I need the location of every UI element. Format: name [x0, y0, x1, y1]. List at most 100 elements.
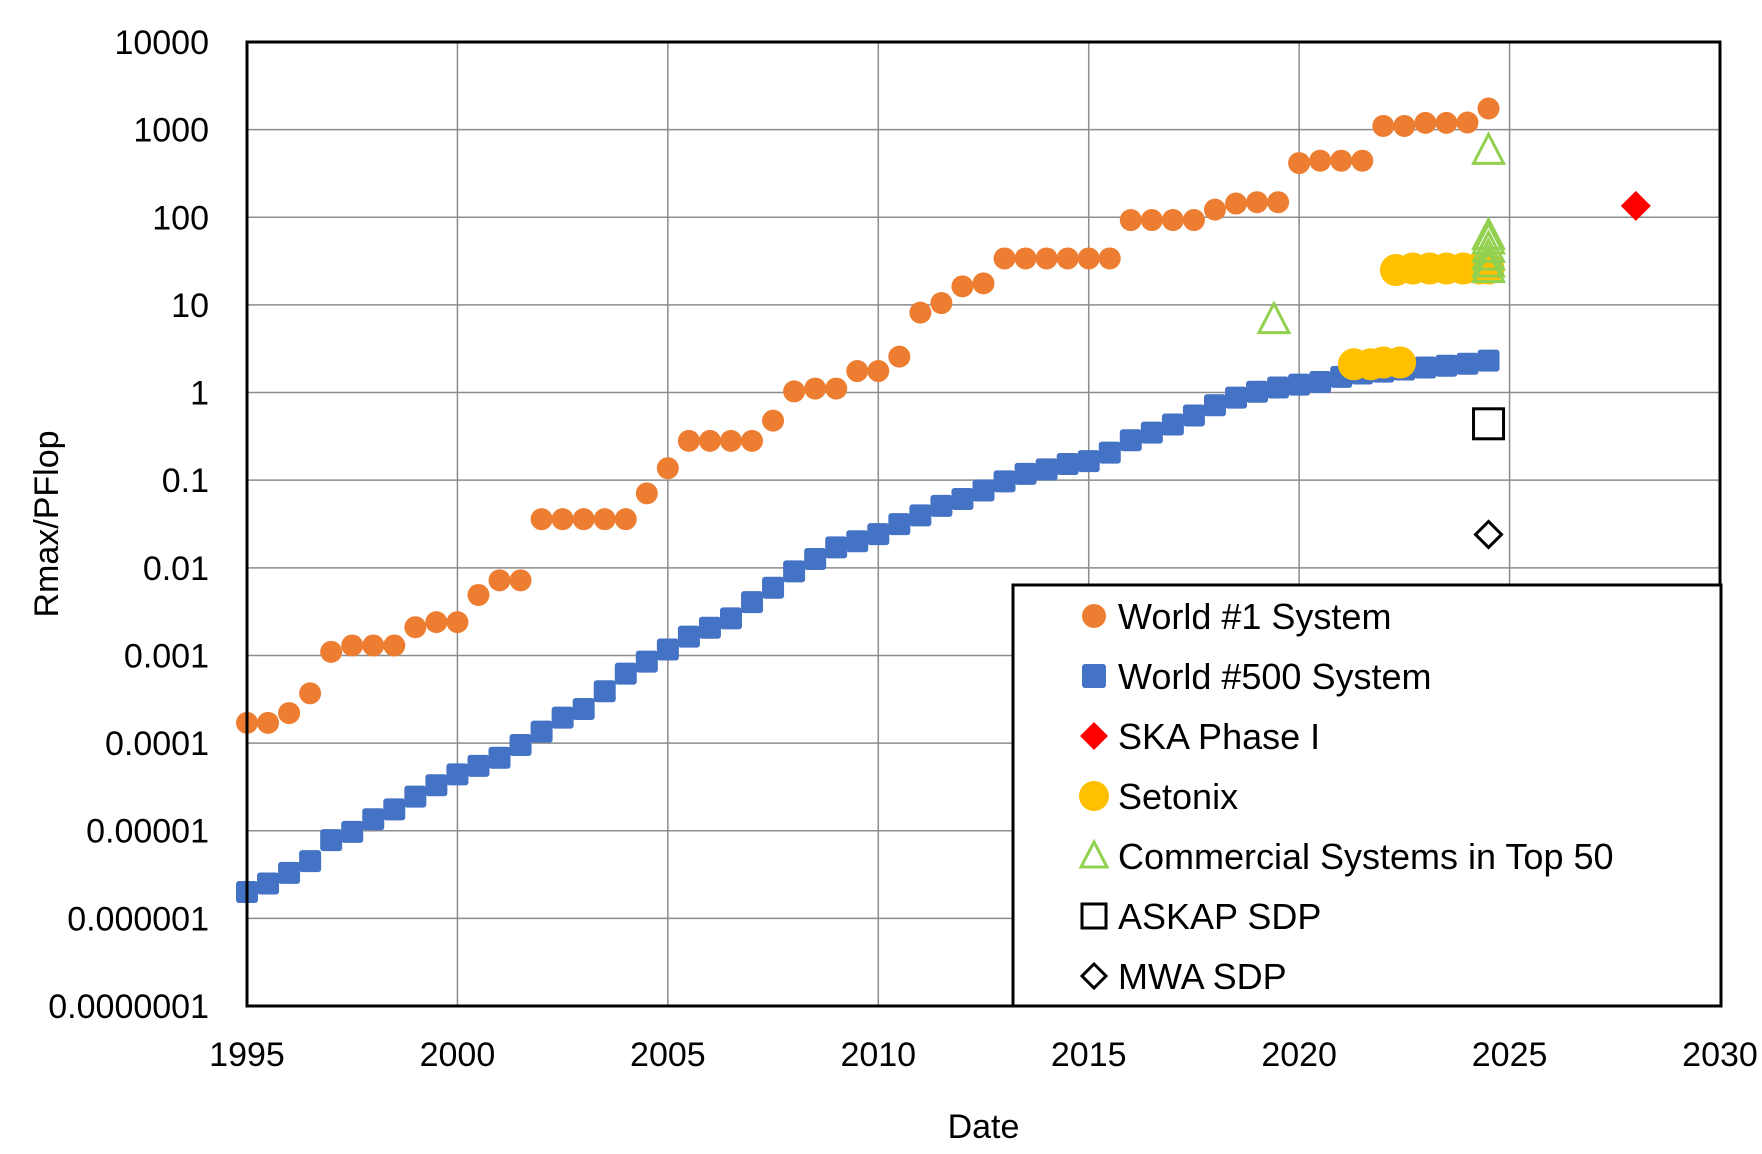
- data-point: [1246, 380, 1269, 403]
- data-point: [930, 292, 953, 315]
- data-point: [1182, 209, 1205, 232]
- data-point: [1267, 376, 1290, 399]
- data-point: [1119, 429, 1142, 452]
- data-point: [1435, 111, 1458, 134]
- legend-label: World #500 System: [1118, 656, 1431, 697]
- data-point: [1435, 354, 1458, 377]
- data-point: [1309, 370, 1332, 393]
- data-point: [1471, 220, 1506, 255]
- data-point: [1620, 190, 1651, 221]
- data-point: [1056, 247, 1079, 270]
- legend-label: World #1 System: [1118, 596, 1391, 637]
- legend-box: [1011, 583, 1723, 1008]
- x-tick-label: 2030: [1682, 1036, 1758, 1074]
- data-point: [1203, 198, 1226, 221]
- data-point: [825, 536, 848, 559]
- data-point: [993, 247, 1016, 270]
- data-point: [677, 429, 700, 452]
- data-point: [1119, 209, 1142, 232]
- data-point: [425, 774, 448, 797]
- data-point: [425, 611, 448, 634]
- data-point: [446, 763, 469, 786]
- data-point: [930, 494, 953, 517]
- data-point: [551, 508, 574, 531]
- data-point: [888, 513, 911, 536]
- data-point: [341, 634, 364, 657]
- data-point: [1246, 191, 1269, 214]
- legend-item: MWA SDP: [1079, 956, 1287, 997]
- data-point: [1225, 386, 1248, 409]
- data-point: [1384, 346, 1417, 379]
- legend: World #1 System World #500 System SKA Phas…: [1011, 583, 1723, 1008]
- data-point: [783, 560, 806, 583]
- legend-label: MWA SDP: [1118, 956, 1287, 997]
- data-point: [1035, 247, 1058, 270]
- data-point: [1393, 114, 1416, 137]
- y-tick-label: 0.0000001: [48, 988, 209, 1026]
- plot-series: [236, 97, 1651, 903]
- data-point: [362, 808, 385, 831]
- data-point: [783, 380, 806, 403]
- data-point: [741, 429, 764, 452]
- x-tick-label: 2020: [1261, 1036, 1337, 1074]
- data-point: [846, 360, 869, 383]
- data-point: [1182, 404, 1205, 427]
- y-tick-label: 10: [171, 287, 209, 325]
- legend-marker: [1079, 961, 1109, 991]
- data-point: [1014, 247, 1037, 270]
- data-point: [972, 272, 995, 295]
- plot-area-frame: [245, 40, 1722, 1008]
- data-point: [1288, 152, 1311, 175]
- data-point: [719, 607, 742, 630]
- legend-item: Commercial Systems in Top 50: [1078, 836, 1614, 877]
- y-tick-labels: 10000 1000 100 10 1 0.1 0.01 0.001 0.0001 0.00001…: [48, 24, 209, 1026]
- x-tick-label: 1995: [209, 1036, 285, 1074]
- data-point: [1014, 462, 1037, 485]
- y-axis-title: Rmax/PFlop: [28, 430, 66, 617]
- y-tick-label: 0.01: [143, 550, 209, 588]
- y-tick-label: 1: [190, 375, 209, 413]
- data-point: [1477, 349, 1500, 372]
- y-tick-label: 0.1: [162, 462, 209, 500]
- series-ska-phase-i: [1620, 190, 1651, 221]
- data-point: [1472, 407, 1506, 441]
- legend-items: World #1 System World #500 System SKA Phas…: [1078, 596, 1614, 997]
- data-point: [1330, 149, 1353, 172]
- x-tick-label: 2010: [840, 1036, 916, 1074]
- data-point: [614, 508, 637, 531]
- data-point: [1471, 249, 1506, 284]
- data-point: [656, 457, 679, 480]
- data-point: [825, 377, 848, 400]
- data-point: [320, 640, 343, 663]
- data-point: [278, 861, 301, 884]
- data-point: [467, 754, 490, 777]
- legend-marker: [1078, 838, 1110, 869]
- data-point: [635, 650, 658, 673]
- legend-label: ASKAP SDP: [1118, 896, 1321, 937]
- data-point: [1077, 450, 1100, 473]
- data-point: [1161, 413, 1184, 436]
- x-tick-label: 2000: [420, 1036, 496, 1074]
- data-point: [1414, 111, 1437, 134]
- legend-label: SKA Phase I: [1118, 716, 1320, 757]
- data-point: [1225, 192, 1248, 215]
- legend-item: SKA Phase I: [1080, 716, 1320, 757]
- data-point: [383, 798, 406, 821]
- legend-marker: [1082, 664, 1106, 688]
- data-point: [698, 429, 721, 452]
- data-point: [383, 634, 406, 657]
- data-point: [867, 523, 890, 546]
- data-point: [551, 706, 574, 729]
- data-point: [951, 488, 974, 511]
- data-point: [698, 616, 721, 639]
- data-point: [530, 720, 553, 743]
- data-point: [762, 409, 785, 432]
- data-point: [299, 850, 322, 873]
- data-point: [1161, 209, 1184, 232]
- data-point: [1372, 114, 1395, 137]
- data-point: [867, 360, 890, 383]
- data-point: [762, 576, 785, 599]
- data-point: [257, 711, 280, 734]
- data-point: [572, 508, 595, 531]
- data-point: [488, 746, 511, 769]
